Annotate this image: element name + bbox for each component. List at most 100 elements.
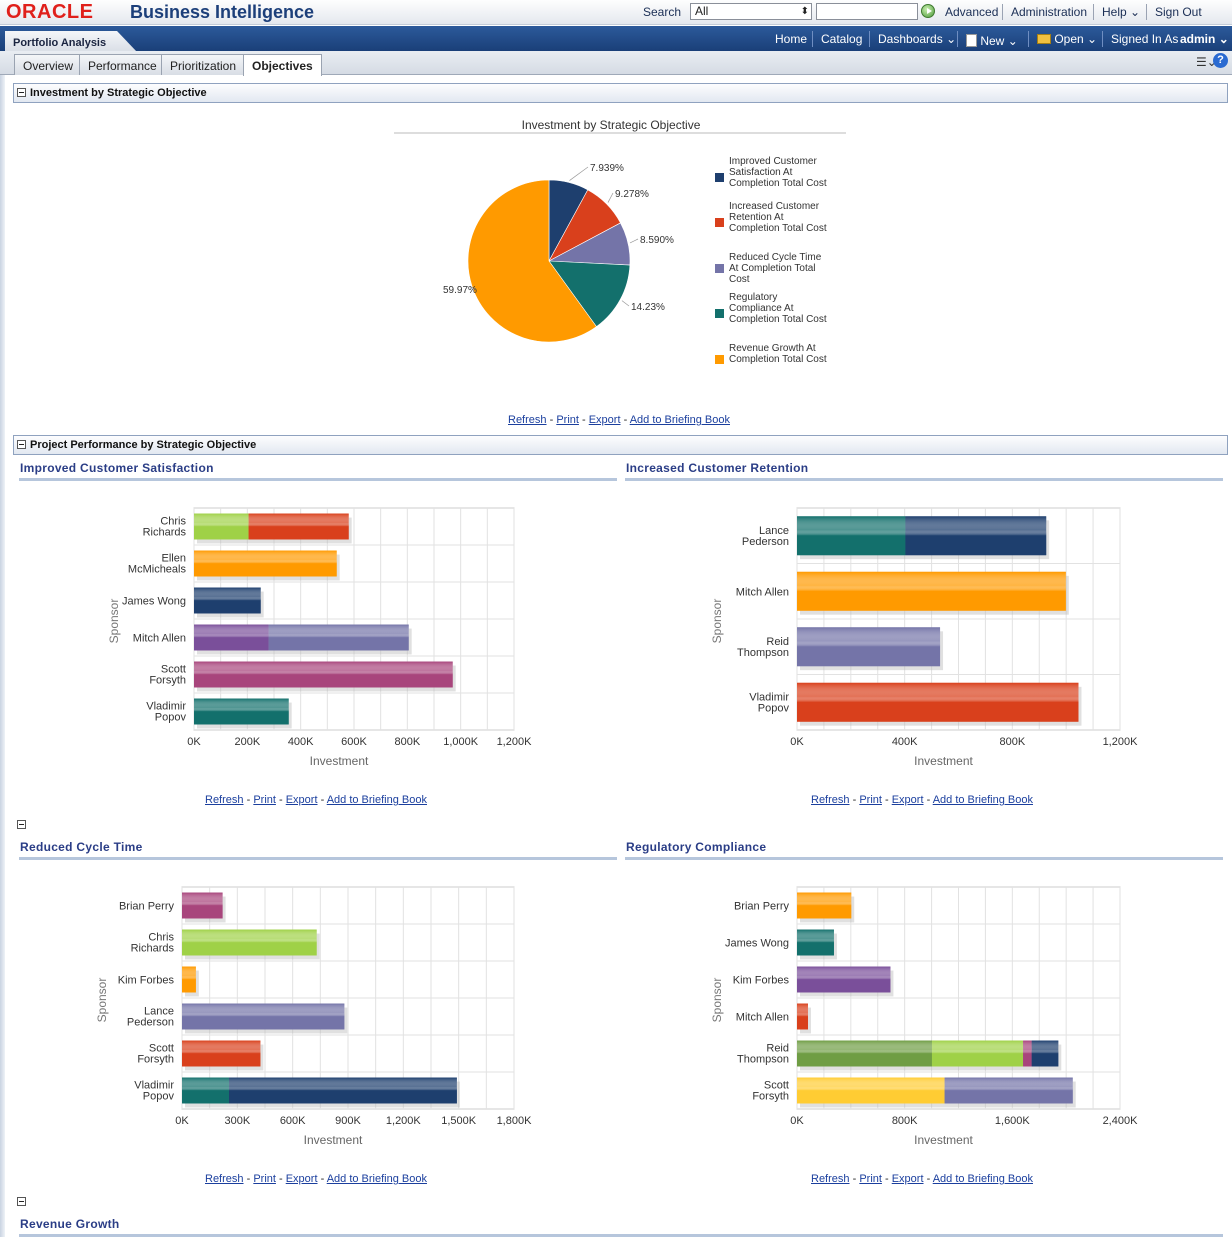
refresh-link[interactable]: Refresh <box>508 414 547 426</box>
chart-title-rule <box>19 478 617 481</box>
bar-segment-shine <box>182 1040 261 1067</box>
advanced-link[interactable]: Advanced <box>945 5 999 19</box>
tab-performance[interactable]: Performance <box>79 54 166 75</box>
export-link[interactable]: Export <box>285 794 318 806</box>
briefing-book-link[interactable]: Add to Briefing Book <box>326 1173 427 1185</box>
bar-segment-shine <box>182 892 223 919</box>
folder-icon <box>1037 34 1051 44</box>
refresh-link[interactable]: Refresh <box>205 1173 244 1185</box>
chevron-down-icon: ⌄ <box>1087 32 1098 46</box>
legend-label: Regulatory Compliance At Completion Tota… <box>729 292 827 325</box>
print-link[interactable]: Print <box>556 414 579 426</box>
category-label: Brian Perry <box>119 901 175 913</box>
x-tick-label: 0K <box>175 1115 189 1127</box>
bar-segment-shine <box>944 1077 1073 1104</box>
x-tick-label: 800K <box>892 1115 918 1127</box>
legend-swatch <box>715 264 724 273</box>
search-go-icon[interactable] <box>921 4 935 18</box>
x-tick-label: 1,800K <box>497 1115 533 1127</box>
category-label: Mitch Allen <box>736 1012 789 1024</box>
chart-title: Increased Customer Retention <box>626 461 809 475</box>
pie-slice[interactable] <box>467 179 597 343</box>
legend-swatch <box>715 309 724 318</box>
legend-label: Improved Customer Satisfaction At Comple… <box>729 156 827 189</box>
print-link[interactable]: Print <box>253 794 276 806</box>
divider <box>812 31 813 47</box>
export-link[interactable]: Export <box>891 1173 924 1185</box>
category-label: Mitch Allen <box>736 586 789 598</box>
leader-line <box>569 166 589 181</box>
x-tick-label: 1,500K <box>441 1115 477 1127</box>
export-link[interactable]: Export <box>285 1173 318 1185</box>
legend-swatch <box>715 355 724 364</box>
collapse-icon[interactable] <box>17 820 26 829</box>
briefing-book-link[interactable]: Add to Briefing Book <box>326 794 427 806</box>
bar-segment-shine <box>194 513 249 540</box>
legend-swatch <box>715 173 724 182</box>
print-link[interactable]: Print <box>859 1173 882 1185</box>
home-link[interactable]: Home <box>775 32 808 46</box>
dashboard-name-tab[interactable]: Portfolio Analysis <box>5 31 137 52</box>
x-tick-label: 1,000K <box>443 736 479 748</box>
sign-out-link[interactable]: Sign Out <box>1155 5 1202 19</box>
collapse-icon[interactable] <box>17 440 26 449</box>
tab-overview[interactable]: Overview <box>14 54 83 75</box>
slice-label: 14.23% <box>631 302 665 313</box>
collapse-icon[interactable] <box>17 1197 26 1206</box>
x-tick-label: 1,200K <box>1103 736 1139 748</box>
user-menu[interactable]: admin ⌄ <box>1180 32 1229 46</box>
tab-objectives[interactable]: Objectives <box>243 54 322 76</box>
tab-prioritization[interactable]: Prioritization <box>161 54 246 75</box>
category-label: Chris Richards <box>131 932 175 955</box>
refresh-link[interactable]: Refresh <box>811 794 850 806</box>
category-label: Scott Forsyth <box>137 1043 174 1066</box>
dashboards-menu[interactable]: Dashboards ⌄ <box>878 32 956 46</box>
administration-link[interactable]: Administration <box>1011 5 1088 19</box>
export-link[interactable]: Export <box>891 794 924 806</box>
signed-in-label: Signed In As <box>1111 32 1179 46</box>
collapse-icon[interactable] <box>17 88 26 97</box>
report-links: Refresh - Print - Export - Add to Briefi… <box>508 414 730 426</box>
x-axis-label: Investment <box>914 754 973 768</box>
refresh-link[interactable]: Refresh <box>205 794 244 806</box>
x-axis-label: Investment <box>304 1133 363 1147</box>
chevron-down-icon: ⌄ <box>1007 34 1018 48</box>
bar-segment-shine <box>194 661 453 688</box>
briefing-book-link[interactable]: Add to Briefing Book <box>629 414 730 426</box>
pie-title: Investment by Strategic Objective <box>522 118 701 132</box>
search-scope-select[interactable]: All ⬍ <box>690 3 812 20</box>
section-header-investment: Investment by Strategic Objective <box>13 83 1228 103</box>
open-menu[interactable]: Open ⌄ <box>1037 32 1097 46</box>
slice-label: 9.278% <box>615 189 649 200</box>
refresh-link[interactable]: Refresh <box>811 1173 850 1185</box>
y-axis-label: Sponsor <box>95 978 109 1023</box>
page-options-icon[interactable]: ☰⌄ <box>1196 55 1217 69</box>
export-link[interactable]: Export <box>588 414 621 426</box>
report-links: Refresh - Print - Export - Add to Briefi… <box>205 794 427 806</box>
leader-line <box>621 300 630 307</box>
catalog-link[interactable]: Catalog <box>821 32 863 46</box>
briefing-book-link[interactable]: Add to Briefing Book <box>932 794 1033 806</box>
category-label: Reid Thompson <box>737 636 789 659</box>
bar-segment-shine <box>797 1040 932 1067</box>
print-link[interactable]: Print <box>253 1173 276 1185</box>
search-input[interactable] <box>816 3 918 20</box>
chart-title: Improved Customer Satisfaction <box>20 461 214 475</box>
bar-segment-shine <box>182 1003 345 1030</box>
divider <box>957 31 958 47</box>
print-link[interactable]: Print <box>859 794 882 806</box>
briefing-book-link[interactable]: Add to Briefing Book <box>932 1173 1033 1185</box>
help-menu[interactable]: Help ⌄ <box>1102 5 1140 19</box>
help-label: Help <box>1102 5 1127 19</box>
bar-segment-shine <box>797 966 891 993</box>
new-menu[interactable]: New ⌄ <box>966 32 1018 48</box>
global-header: ORACLE Business Intelligence Search All ⬍… <box>0 0 1232 25</box>
chart-title-rule <box>19 1234 1223 1237</box>
category-label: Scott Forsyth <box>149 664 186 687</box>
category-label: Ellen McMicheals <box>128 553 187 576</box>
slice-label: 59.97% <box>443 285 477 296</box>
pie-slice[interactable] <box>548 260 631 328</box>
category-label: James Wong <box>725 938 789 950</box>
help-icon[interactable]: ? <box>1213 53 1228 68</box>
dashboard-page-tabs: Overview Performance Prioritization Obje… <box>0 51 1232 76</box>
